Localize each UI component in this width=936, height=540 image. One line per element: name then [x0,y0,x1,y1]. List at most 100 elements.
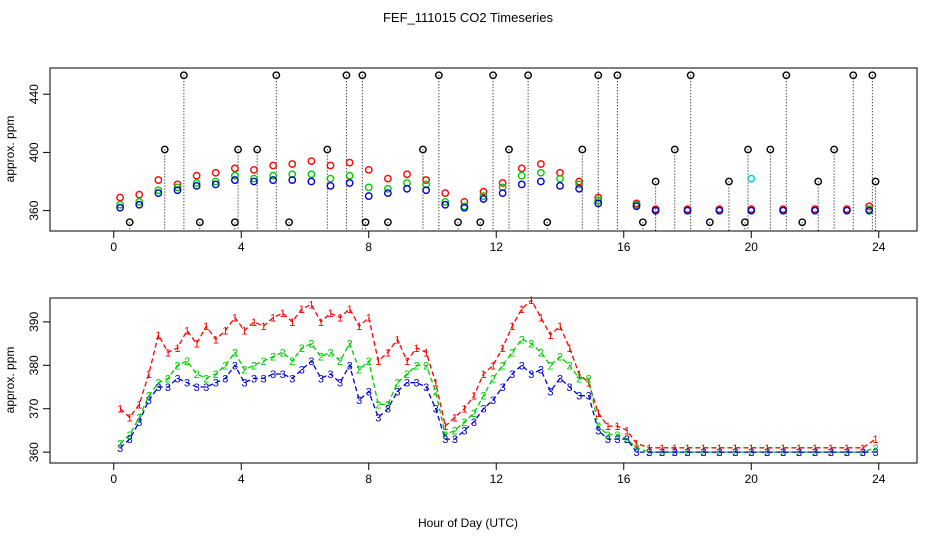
top-point [253,145,262,154]
top-point [342,71,351,80]
bottom-point-3: 3 [213,378,219,390]
top-point [842,206,851,215]
top-x-tick-label: 24 [872,240,886,254]
bottom-point-3: 3 [624,434,630,446]
top-y-tick-label: 360 [27,200,41,220]
bottom-point-2: 2 [480,391,486,403]
bottom-x-tick-label: 12 [490,472,504,486]
bottom-point-1: 1 [672,443,678,455]
top-point [154,176,163,184]
bottom-point-2: 2 [241,365,247,377]
top-point [250,174,258,183]
top-point [479,192,488,200]
top-x-tick-label: 8 [365,240,372,254]
top-point [135,197,144,206]
bottom-x-tick-label: 20 [745,472,759,486]
top-point [441,197,450,206]
bottom-point-3: 3 [646,447,652,459]
bottom-point-2: 2 [347,339,353,351]
bottom-point-2: 2 [812,447,818,459]
bottom-point-3: 3 [184,378,190,390]
bottom-point-2: 2 [595,421,601,433]
top-point [250,165,258,174]
bottom-point-1: 1 [614,421,620,433]
top-point [725,177,733,186]
top-point [536,168,545,177]
bottom-point-3: 3 [633,447,639,459]
bottom-point-3: 3 [684,447,690,459]
chart-title: FEF_111015 CO2 Timeseries [383,10,554,25]
bottom-point-3: 3 [165,382,171,394]
bottom-point-3: 3 [366,386,372,398]
bottom-point-1: 1 [127,412,133,424]
bottom-point-3: 3 [480,404,486,416]
top-point [195,218,204,227]
top-point [403,170,411,179]
top-point [269,176,278,184]
top-point [517,180,526,189]
bottom-point-2: 2 [509,347,515,359]
bottom-point-3: 3 [605,434,611,446]
top-point [868,71,877,80]
bottom-point-3: 3 [812,447,818,459]
bottom-point-1: 1 [586,378,592,390]
bottom-point-1: 1 [764,443,770,455]
top-point [865,202,874,211]
top-point [269,161,278,170]
bottom-x-tick-label: 16 [617,472,631,486]
bottom-plot-frame [49,297,918,464]
bottom-ylabel: approx. ppm [3,347,17,414]
bottom-point-2: 2 [471,408,477,420]
top-point [865,206,874,215]
top-point [715,206,724,215]
top-point [345,158,354,167]
bottom-point-2: 2 [614,430,620,442]
bottom-point-1: 1 [117,404,123,416]
bottom-point-3: 3 [557,373,563,385]
bottom-point-2: 2 [528,339,534,351]
bottom-point-1: 1 [860,443,866,455]
bottom-point-1: 1 [567,343,573,355]
bottom-point-1: 1 [624,425,630,437]
top-point [434,71,443,80]
bottom-point-3: 3 [337,378,343,390]
bottom-point-2: 2 [366,356,372,368]
top-point [135,200,144,209]
bottom-point-1: 1 [318,317,324,329]
top-point [543,218,552,227]
bottom-point-3: 3 [519,360,525,372]
bottom-point-1: 1 [347,304,353,316]
bottom-point-3: 3 [136,417,142,429]
top-point [383,218,392,227]
bottom-x-tick-label: 4 [238,472,245,486]
bottom-point-1: 1 [633,438,639,450]
bottom-point-2: 2 [500,360,506,372]
top-point [211,177,220,186]
bottom-point-1: 1 [356,321,362,333]
bottom-point-2: 2 [433,386,439,398]
bottom-point-2: 2 [716,447,722,459]
bottom-point-3: 3 [203,382,209,394]
bottom-point-1: 1 [509,321,515,333]
bottom-point-2: 2 [624,434,630,446]
top-point [160,145,169,154]
bottom-point-2: 2 [356,365,362,377]
bottom-point-1: 1 [184,326,190,338]
top-y-tick-label: 400 [27,142,41,162]
top-point [479,187,488,196]
bottom-point-2: 2 [117,438,123,450]
bottom-point-2: 2 [538,347,544,359]
bottom-point-3: 3 [595,425,601,437]
bottom-point-1: 1 [796,443,802,455]
bottom-point-2: 2 [490,373,496,385]
top-point [422,176,431,184]
bottom-point-2: 2 [873,443,879,455]
bottom-point-1: 1 [605,421,611,433]
bottom-point-3: 3 [586,391,592,403]
bottom-point-3: 3 [500,382,506,394]
bottom-point-3: 3 [404,378,410,390]
top-point [250,177,258,186]
bottom-point-2: 2 [519,334,525,346]
bottom-point-3: 3 [873,447,879,459]
bottom-point-2: 2 [337,356,343,368]
